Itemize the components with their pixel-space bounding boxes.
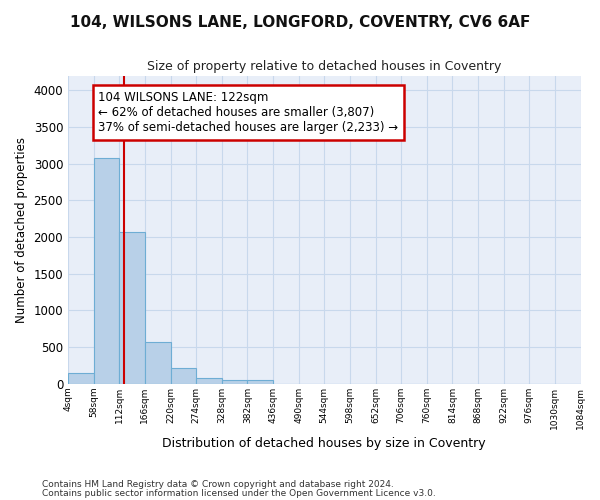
Bar — [247, 380, 273, 384]
Bar — [222, 380, 247, 384]
Bar — [119, 232, 145, 384]
Title: Size of property relative to detached houses in Coventry: Size of property relative to detached ho… — [147, 60, 502, 73]
Text: Contains public sector information licensed under the Open Government Licence v3: Contains public sector information licen… — [42, 488, 436, 498]
Bar — [170, 368, 196, 384]
Text: 104 WILSONS LANE: 122sqm
← 62% of detached houses are smaller (3,807)
37% of sem: 104 WILSONS LANE: 122sqm ← 62% of detach… — [98, 91, 398, 134]
Text: Contains HM Land Registry data © Crown copyright and database right 2024.: Contains HM Land Registry data © Crown c… — [42, 480, 394, 489]
X-axis label: Distribution of detached houses by size in Coventry: Distribution of detached houses by size … — [163, 437, 486, 450]
Bar — [68, 373, 94, 384]
Text: 104, WILSONS LANE, LONGFORD, COVENTRY, CV6 6AF: 104, WILSONS LANE, LONGFORD, COVENTRY, C… — [70, 15, 530, 30]
Bar — [94, 158, 119, 384]
Bar — [196, 378, 222, 384]
Bar — [145, 342, 170, 384]
Y-axis label: Number of detached properties: Number of detached properties — [15, 136, 28, 322]
